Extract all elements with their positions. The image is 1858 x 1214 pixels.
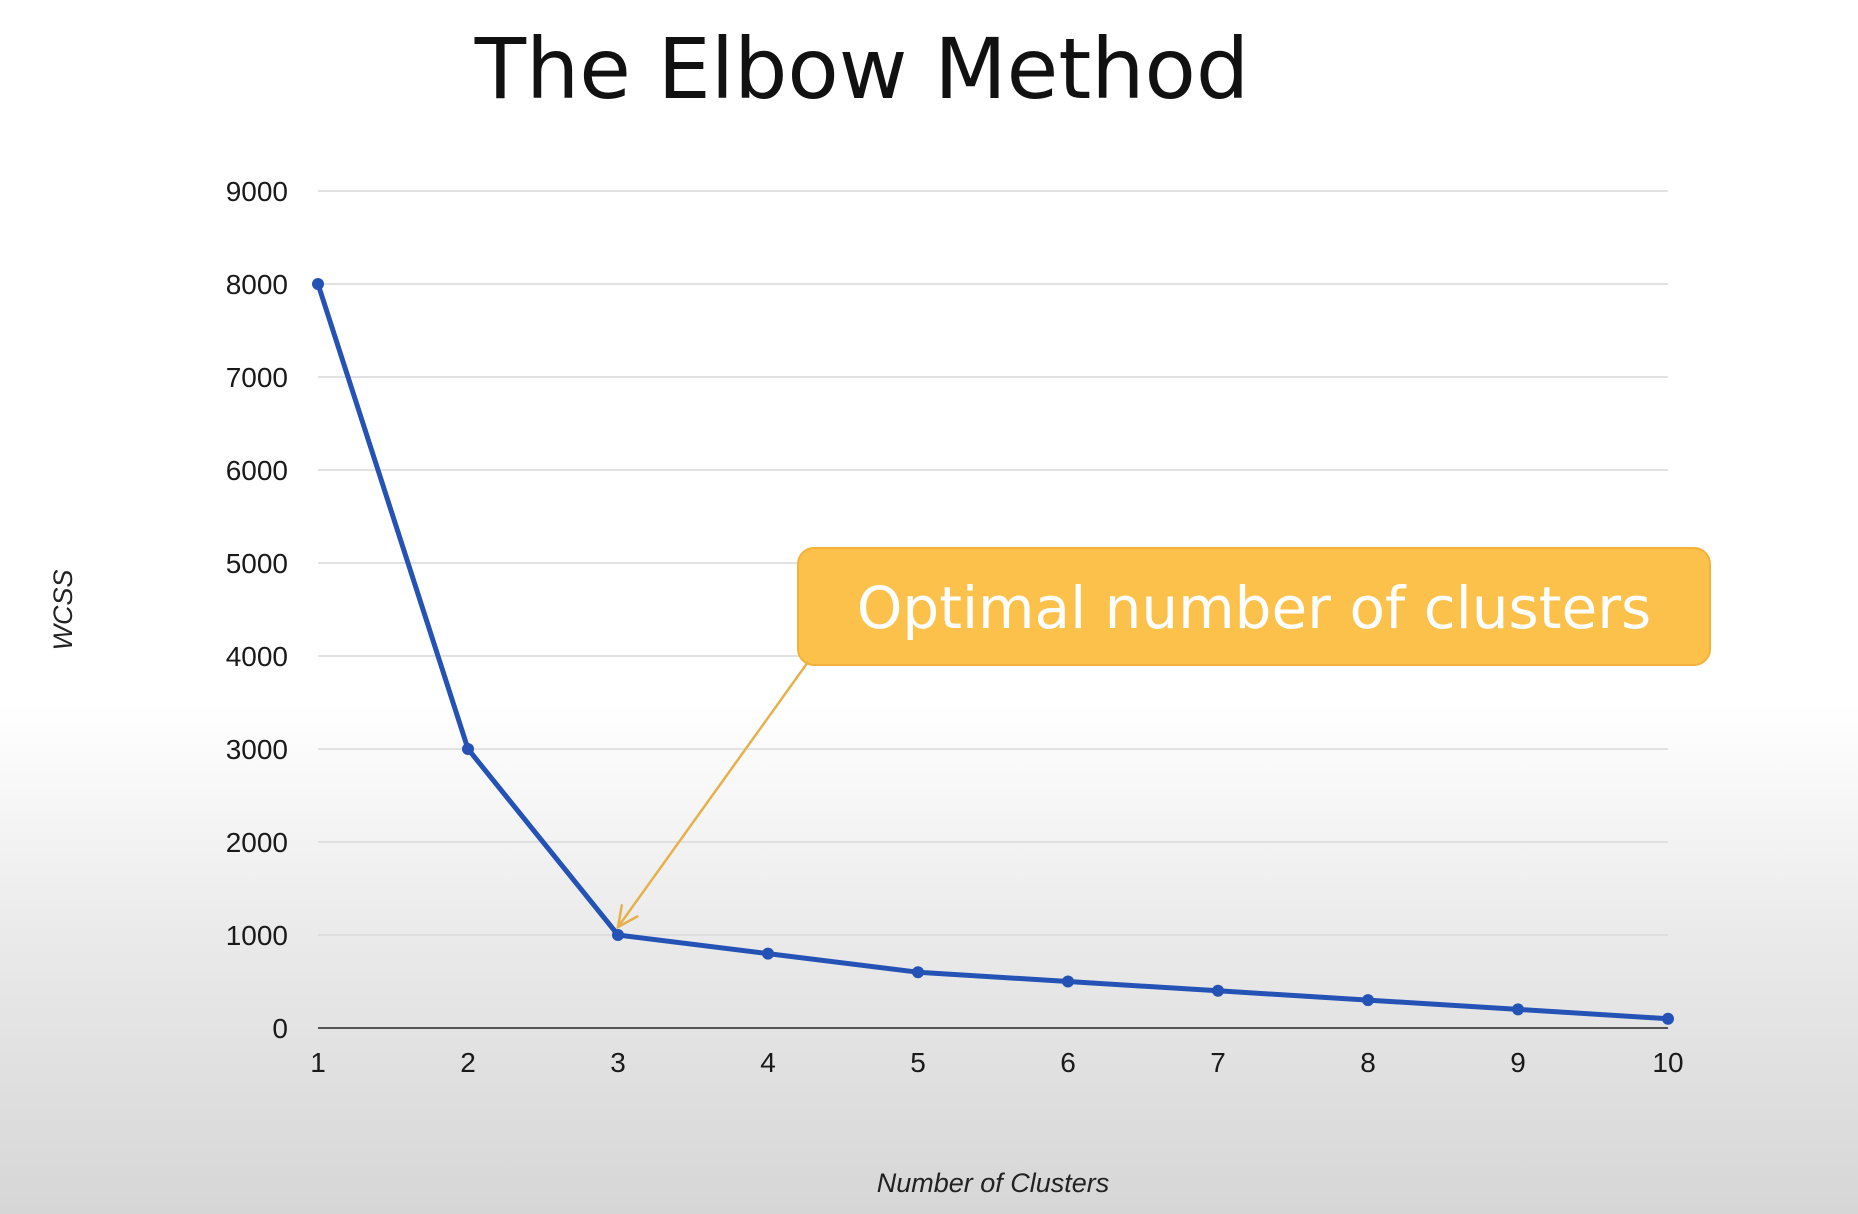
x-tick-label: 6 <box>1060 1047 1076 1078</box>
y-tick-label: 5000 <box>226 548 288 579</box>
data-point <box>612 929 624 941</box>
callout-arrow <box>616 661 810 928</box>
y-tick-label: 1000 <box>226 920 288 951</box>
y-axis-title: WCSS <box>48 570 78 651</box>
data-point <box>912 966 924 979</box>
data-point <box>762 947 774 960</box>
x-tick-label: 3 <box>610 1047 626 1078</box>
data-point <box>312 278 324 290</box>
data-point <box>1512 1003 1524 1016</box>
x-tick-label: 1 <box>310 1047 326 1078</box>
x-axis-title: Number of Clusters <box>877 1168 1110 1198</box>
x-tick-label: 4 <box>760 1047 776 1078</box>
y-tick-label: 3000 <box>226 734 288 765</box>
x-tick-label: 2 <box>460 1047 476 1078</box>
data-point <box>1212 984 1224 997</box>
x-tick-label: 10 <box>1652 1047 1683 1078</box>
y-tick-label: 0 <box>272 1013 288 1044</box>
data-point <box>462 743 474 755</box>
x-tick-label: 5 <box>910 1047 926 1078</box>
y-tick-label: 8000 <box>226 269 288 300</box>
y-axis-ticks: 0 1000 2000 3000 4000 5000 6000 7000 8000 9000 <box>226 176 288 1044</box>
data-point <box>1662 1012 1674 1025</box>
y-tick-label: 6000 <box>226 455 288 486</box>
y-tick-label: 9000 <box>226 176 288 207</box>
callout-arrowhead-icon <box>616 904 639 930</box>
y-tick-label: 2000 <box>226 827 288 858</box>
x-tick-label: 7 <box>1210 1047 1226 1078</box>
x-tick-label: 8 <box>1360 1047 1376 1078</box>
x-axis-ticks: 1 2 3 4 5 6 7 8 9 10 <box>310 1047 1683 1078</box>
callout-box <box>797 547 1711 666</box>
series-line <box>315 283 1669 1022</box>
y-tick-label: 4000 <box>226 641 288 672</box>
data-point <box>1062 975 1074 988</box>
y-tick-label: 7000 <box>226 362 288 393</box>
wcss-series <box>312 278 1674 1025</box>
chart-title: The Elbow Method <box>474 20 1250 118</box>
x-tick-label: 9 <box>1510 1047 1526 1078</box>
callout-text: Optimal number of clusters <box>857 574 1652 642</box>
optimal-clusters-annotation: Optimal number of clusters <box>616 547 1711 930</box>
data-point <box>1362 994 1374 1007</box>
